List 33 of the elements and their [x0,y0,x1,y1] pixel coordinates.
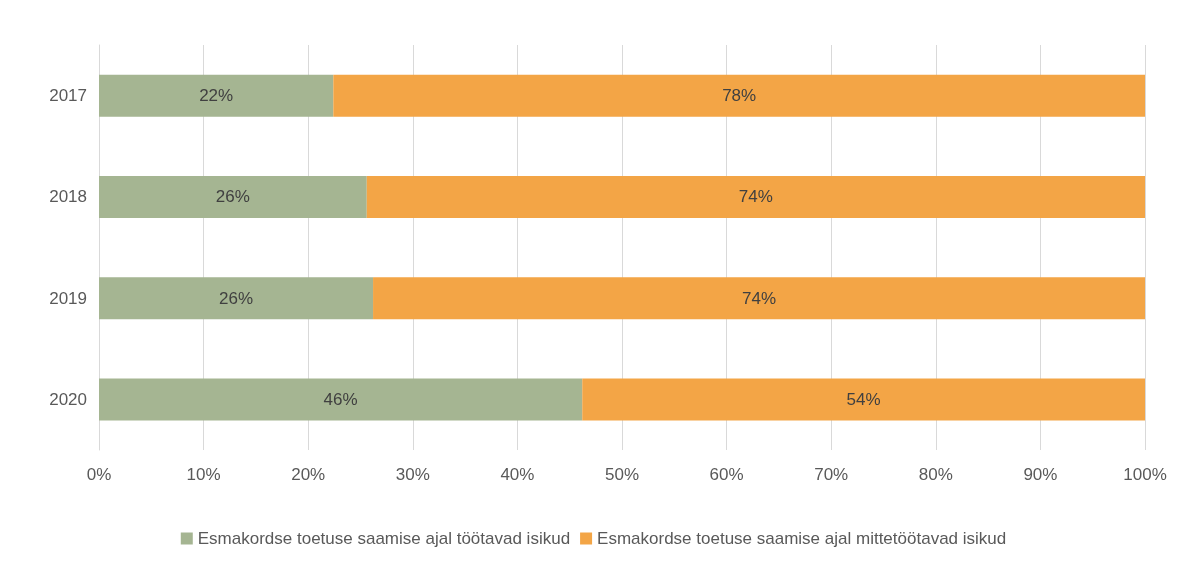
x-tick-label: 30% [395,465,430,484]
y-tick-label: 2019 [49,288,87,308]
bar [99,277,374,320]
x-tick-label: 90% [1023,465,1058,484]
x-tick-label: 100% [1123,465,1167,484]
bar [99,175,367,218]
bar [373,277,1145,320]
data-label: 26% [215,187,250,207]
bar [99,74,334,117]
x-tick-label: 70% [814,465,849,484]
data-label: 74% [738,187,773,207]
y-tick-label: 2017 [49,86,87,106]
legend-label: Esmakordse toetuse saamise ajal töötavad isikud [197,529,571,548]
bar [99,378,583,421]
bar [582,378,1145,421]
bar [366,175,1145,218]
bar [333,74,1145,117]
data-label: 46% [323,389,358,409]
data-label: 54% [846,389,881,409]
x-tick-label: 0% [86,465,112,484]
legend-label: Esmakordse toetuse saamise ajal mittetöötavad isikud [597,529,1007,548]
x-tick-label: 50% [604,465,640,484]
x-tick-label: 80% [918,465,953,484]
x-tick-label: 20% [291,465,326,484]
data-label: 22% [199,86,234,106]
data-label: 26% [219,288,254,308]
y-tick-label: 2020 [49,389,87,409]
y-tick-label: 2018 [49,187,87,207]
x-tick-label: 10% [186,465,221,484]
data-label: 74% [742,288,777,308]
data-label: 78% [722,86,757,106]
x-tick-label: 60% [709,465,744,484]
x-tick-label: 40% [500,465,535,484]
